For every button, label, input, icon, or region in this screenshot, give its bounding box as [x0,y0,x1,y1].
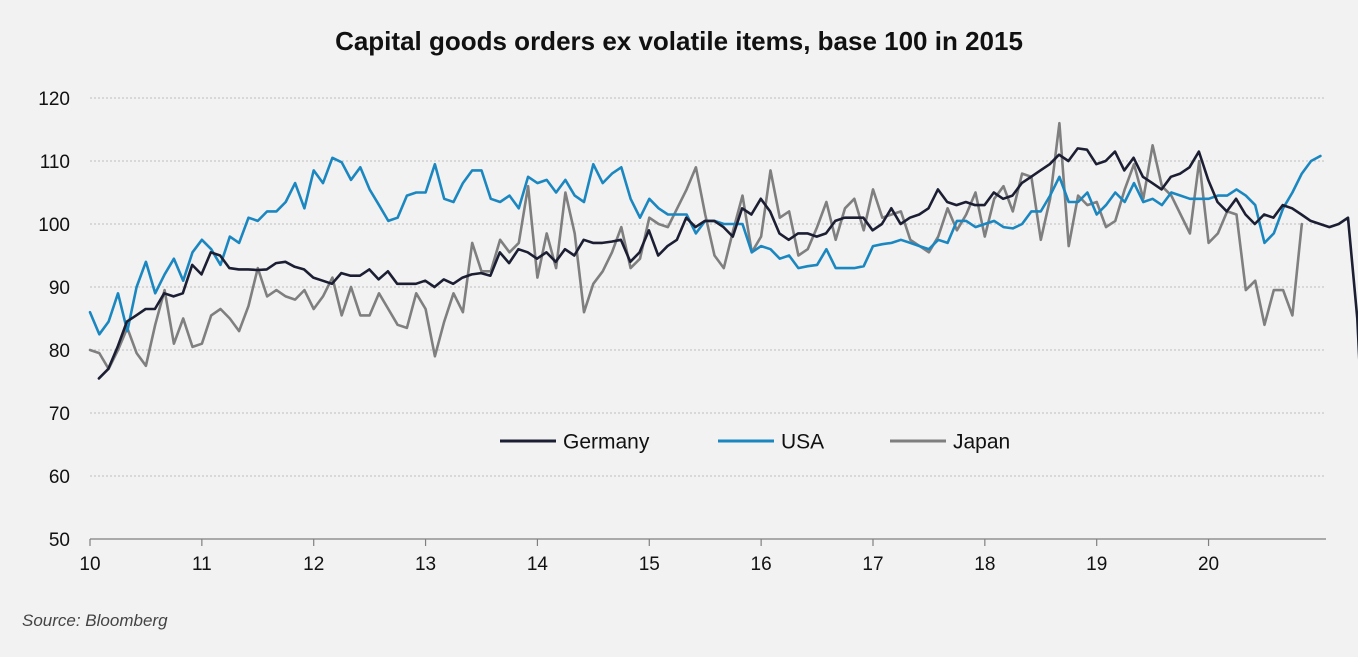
axes: 50 60 70 80 90 100 110 120 10 11 12 13 14 15 16 17 18 19 2… [38,89,1326,575]
x-tick-label: 16 [751,554,772,575]
y-tick-label: 120 [38,89,70,110]
x-tick-label: 18 [974,554,995,575]
x-tick-label: 10 [79,554,100,575]
series-line-usa [88,154,1322,336]
x-tick-label: 15 [639,554,660,575]
source-note: Source: Bloomberg [22,611,168,630]
x-tick-label: 13 [415,554,436,575]
x-tick-label: 11 [192,554,212,575]
x-tick-label: 14 [527,554,549,575]
y-tick-label: 50 [49,530,70,551]
gridlines [90,97,1326,477]
series-lines [88,121,1358,380]
x-tick-label: 19 [1086,554,1107,575]
series-line-germany [97,147,1358,380]
chart-title: Capital goods orders ex volatile items, … [335,26,1023,56]
x-tick-label: 12 [303,554,324,575]
y-tick-label: 110 [40,152,70,173]
legend-label-japan: Japan [953,431,1010,454]
y-tick-label: 60 [49,467,70,488]
y-tick-label: 70 [49,404,70,425]
x-tick-label: 17 [862,554,883,575]
legend-label-germany: Germany [563,431,650,454]
legend-label-usa: USA [781,431,824,454]
x-tick-label: 20 [1198,554,1219,575]
legend: Germany USA Japan [500,431,1010,454]
y-tick-label: 90 [49,278,70,299]
y-tick-label: 80 [49,341,70,362]
y-tick-label: 100 [38,215,70,236]
